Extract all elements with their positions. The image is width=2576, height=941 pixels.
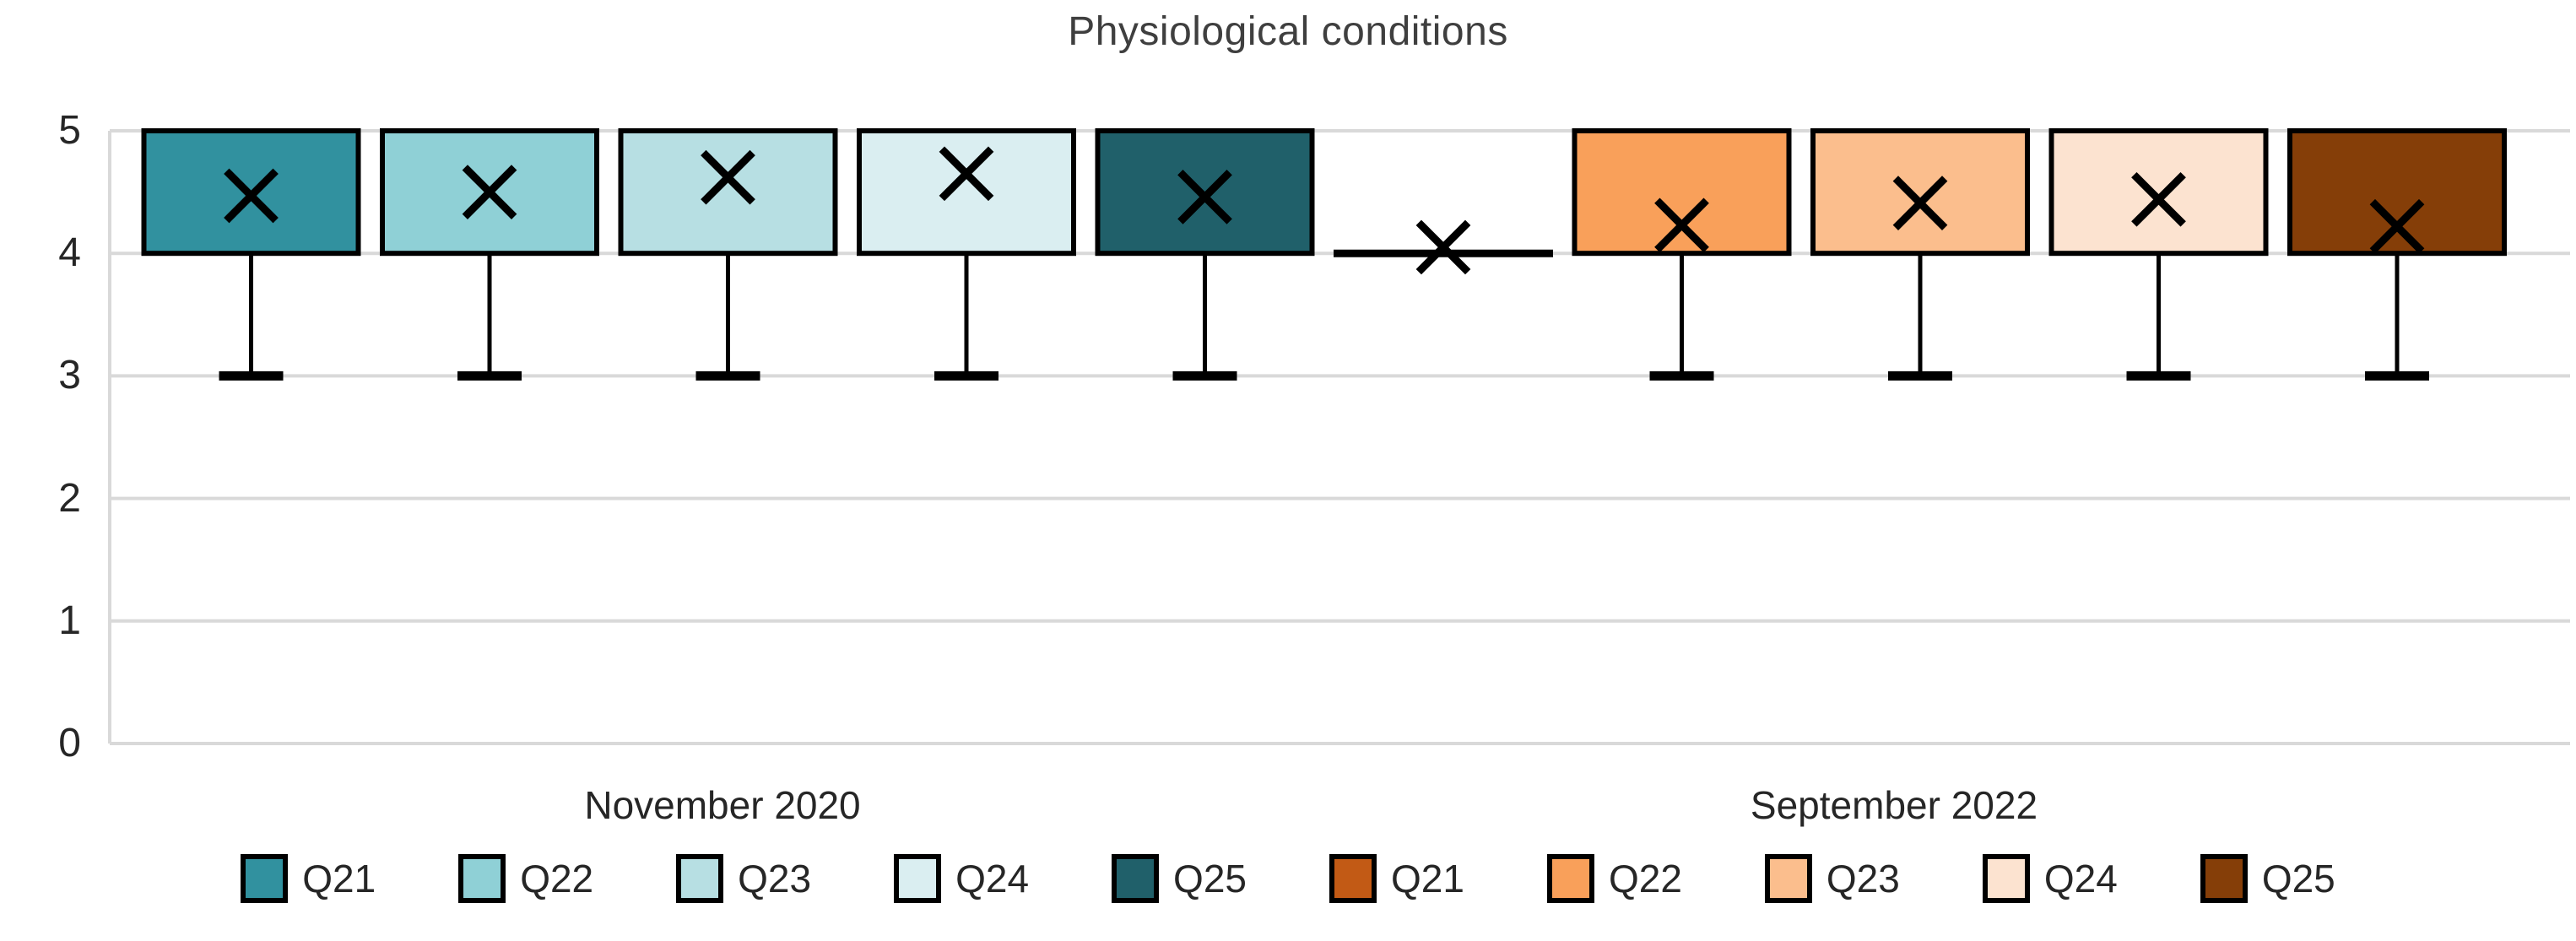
y-tick-label-1: 1	[58, 598, 81, 643]
y-tick-label-2: 2	[58, 475, 81, 521]
legend-label: Q25	[1173, 857, 1247, 900]
mean-marker-g1-q25	[2369, 198, 2425, 254]
chart-title: Physiological conditions	[1068, 9, 1508, 54]
box-g0-q23	[618, 128, 838, 257]
legend-label: Q22	[520, 857, 594, 900]
box-g1-q24	[2048, 128, 2269, 257]
legend-swatch-icon	[2200, 854, 2248, 903]
legend-swatch-icon	[676, 854, 724, 903]
legend-label: Q25	[2261, 857, 2335, 900]
legend-swatch-icon	[458, 854, 506, 903]
legend-label: Q24	[955, 857, 1030, 900]
legend-swatch-icon	[1982, 854, 2030, 903]
legend-swatch-icon	[894, 854, 942, 903]
legend-item-nov-q22: Q22	[458, 854, 593, 903]
legend-item-sep-q24: Q24	[1982, 854, 2118, 903]
legend-swatch-icon	[241, 854, 289, 903]
legend-item-sep-q25: Q25	[2200, 854, 2335, 903]
mean-marker-g0-q21	[224, 168, 279, 224]
y-tick-label-0: 0	[58, 721, 81, 765]
y-tick-label-5: 5	[58, 108, 81, 153]
box-g1-q22	[1572, 128, 1792, 257]
mean-marker-g1-q22	[1654, 197, 1709, 253]
legend-swatch-icon	[1546, 854, 1594, 903]
mean-marker-g1-q24	[2131, 171, 2186, 227]
legend-swatch-icon	[1329, 854, 1377, 903]
legend-item-sep-q21: Q21	[1329, 854, 1464, 903]
legend-label: Q22	[1608, 857, 1682, 900]
legend-label: Q21	[1391, 857, 1464, 900]
x-axis-group-label-november-2020: November 2020	[584, 783, 861, 827]
legend-item-nov-q24: Q24	[894, 854, 1029, 903]
legend-item-nov-q23: Q23	[676, 854, 811, 903]
legend-swatch-icon	[1764, 854, 1812, 903]
y-tick-label-4: 4	[58, 230, 81, 276]
legend-item-sep-q22: Q22	[1546, 854, 1682, 903]
legend-item-nov-q21: Q21	[241, 854, 376, 903]
legend-label: Q21	[302, 857, 376, 900]
mean-marker-g0-q22	[462, 165, 517, 219]
legend-label: Q23	[738, 857, 812, 900]
legend-swatch-icon	[1112, 854, 1160, 903]
legend: Q21 Q22 Q23 Q24 Q25 Q21 Q22 Q23 Q24 Q25	[0, 854, 2576, 903]
box-g1-q25	[2287, 128, 2507, 257]
legend-item-nov-q25: Q25	[1112, 854, 1247, 903]
mean-marker-g0-q24	[939, 146, 994, 202]
box-g1-q23	[1810, 128, 2030, 257]
box-g0-q24	[857, 128, 1076, 257]
mean-marker-g0-q23	[701, 149, 755, 205]
y-tick-label-3: 3	[58, 353, 81, 398]
mean-marker-g1-q23	[1892, 176, 1948, 231]
mean-marker-g1-q21	[1415, 219, 1471, 275]
legend-item-sep-q23: Q23	[1764, 854, 1900, 903]
legend-label: Q23	[1826, 857, 1900, 900]
x-axis-group-label-september-2022: September 2022	[1750, 783, 2038, 827]
legend-label: Q24	[2043, 857, 2118, 900]
mean-marker-g0-q25	[1177, 170, 1232, 224]
